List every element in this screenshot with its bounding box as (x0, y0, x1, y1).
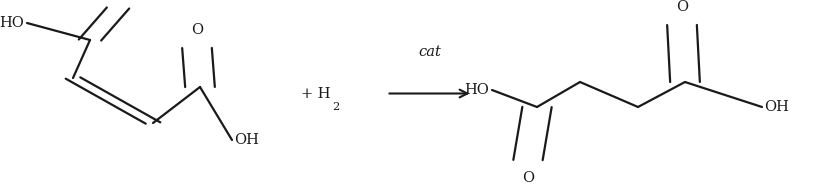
Text: HO: HO (0, 16, 25, 30)
Text: O: O (191, 23, 203, 37)
Text: OH: OH (765, 100, 790, 114)
Text: O: O (676, 0, 688, 14)
Text: 2: 2 (332, 102, 339, 112)
Text: cat: cat (418, 45, 441, 59)
Text: O: O (522, 171, 534, 185)
Text: HO: HO (465, 83, 490, 97)
Text: OH: OH (235, 133, 259, 147)
Text: + H: + H (301, 87, 331, 100)
